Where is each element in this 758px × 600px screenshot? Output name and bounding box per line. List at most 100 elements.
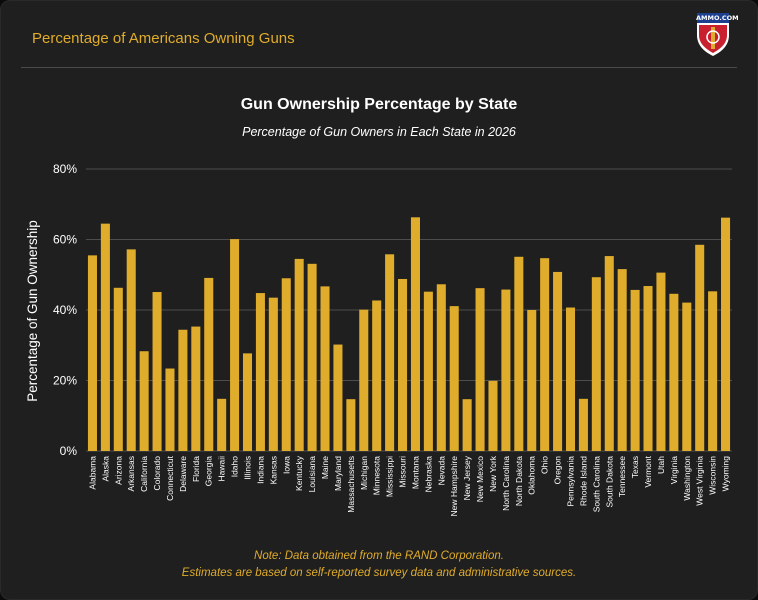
bar-missouri xyxy=(398,278,408,451)
bar-tennessee xyxy=(617,269,627,451)
x-tick-label: Colorado xyxy=(152,456,162,491)
bars xyxy=(87,217,731,451)
x-tick-label: Georgia xyxy=(204,456,214,487)
bar-west-virginia xyxy=(695,244,705,451)
ammo-logo: AMMO.COM xyxy=(696,13,739,57)
x-tick-label: Kansas xyxy=(268,456,278,484)
y-axis-ticks: 0% 20% 40% 60% 80% xyxy=(53,162,77,458)
x-tick-label: Illinois xyxy=(243,456,253,480)
x-tick-label: North Carolina xyxy=(501,456,511,511)
bar-oklahoma xyxy=(527,310,537,451)
bar-illinois xyxy=(242,353,253,451)
y-tick-label: 60% xyxy=(53,233,77,247)
bar-georgia xyxy=(204,277,214,451)
x-tick-label: Tennessee xyxy=(617,456,627,497)
bar-montana xyxy=(410,217,420,451)
bar-louisiana xyxy=(307,263,317,451)
bar-delaware xyxy=(178,329,188,451)
x-tick-label: Oregon xyxy=(553,456,563,485)
bar-minnesota xyxy=(372,300,382,451)
x-tick-label: California xyxy=(139,456,149,492)
x-tick-label: Oklahoma xyxy=(527,456,537,495)
x-tick-label: Vermont xyxy=(643,455,653,487)
x-tick-label: North Dakota xyxy=(514,456,524,506)
bar-nebraska xyxy=(423,291,433,451)
bar-kentucky xyxy=(294,258,304,451)
x-tick-label: Massachusetts xyxy=(346,456,356,513)
bar-north-dakota xyxy=(514,256,524,451)
x-tick-label: Iowa xyxy=(281,456,291,474)
bar-virginia xyxy=(669,293,679,451)
bar-ohio xyxy=(540,258,550,451)
x-tick-label: Washington xyxy=(682,456,692,501)
bar-michigan xyxy=(359,309,369,451)
bar-connecticut xyxy=(165,368,175,451)
bar-california xyxy=(139,351,149,451)
bar-pennsylvania xyxy=(565,307,576,451)
x-tick-label: Wyoming xyxy=(721,456,731,492)
bar-colorado xyxy=(152,292,162,451)
x-tick-label: Florida xyxy=(191,456,201,482)
x-tick-label: Minnesota xyxy=(372,456,382,495)
header-divider xyxy=(21,67,737,68)
bar-south-carolina xyxy=(591,277,601,451)
bar-wyoming xyxy=(721,217,731,451)
bar-washington xyxy=(682,302,692,451)
x-tick-label: Texas xyxy=(630,456,640,478)
bar-oregon xyxy=(553,271,563,451)
x-tick-label: West Virginia xyxy=(695,456,705,506)
bar-florida xyxy=(191,326,201,451)
bar-new-york xyxy=(488,380,498,451)
y-tick-label: 40% xyxy=(53,303,77,317)
x-tick-label: Utah xyxy=(656,456,666,474)
x-tick-label: Missouri xyxy=(398,456,408,488)
bar-indiana xyxy=(255,293,265,451)
x-tick-label: New Hampshire xyxy=(449,456,459,517)
y-tick-label: 0% xyxy=(60,444,78,458)
x-tick-label: Idaho xyxy=(230,456,240,478)
bar-new-mexico xyxy=(475,288,485,451)
x-tick-label: Indiana xyxy=(255,456,265,484)
bar-maine xyxy=(320,286,330,451)
note-line-2: Estimates are based on self-reported sur… xyxy=(182,567,576,579)
x-tick-label: Ohio xyxy=(540,456,550,474)
x-tick-label: Kentucky xyxy=(294,455,304,491)
header-title: Percentage of Americans Owning Guns xyxy=(32,30,295,47)
x-tick-label: South Dakota xyxy=(604,456,614,508)
x-tick-label: Nebraska xyxy=(423,456,433,493)
bar-alaska xyxy=(100,223,110,451)
x-tick-label: Alaska xyxy=(100,456,110,482)
bar-rhode-island xyxy=(578,398,588,451)
bar-nevada xyxy=(436,284,446,451)
y-axis-label: Percentage of Gun Ownership xyxy=(25,220,40,402)
bar-new-hampshire xyxy=(449,306,459,451)
x-tick-label: Hawaii xyxy=(217,456,227,482)
bar-south-dakota xyxy=(604,256,614,451)
x-tick-label: Nevada xyxy=(436,456,446,486)
x-tick-label: New Mexico xyxy=(475,456,485,503)
bar-kansas xyxy=(268,297,278,451)
x-tick-label: New Jersey xyxy=(462,455,472,500)
x-tick-label: Wisconsin xyxy=(708,456,718,495)
bar-utah xyxy=(656,272,666,451)
x-tick-label: Mississippi xyxy=(385,456,395,497)
x-tick-label: Montana xyxy=(410,456,420,489)
x-tick-label: Rhode Island xyxy=(578,456,588,506)
bar-hawaii xyxy=(217,398,227,451)
x-axis-labels: Alabama Alaska Arizona Arkansas California Co… xyxy=(87,455,730,516)
chart-subtitle: Percentage of Gun Owners in Each State i… xyxy=(242,125,516,139)
x-tick-label: Connecticut xyxy=(165,455,175,501)
y-tick-label: 20% xyxy=(53,374,77,388)
bar-maryland xyxy=(333,344,343,451)
x-tick-label: Maine xyxy=(320,456,330,479)
note-line-1: Note: Data obtained from the RAND Corpor… xyxy=(254,550,504,562)
x-tick-label: Virginia xyxy=(669,456,679,484)
bar-texas xyxy=(630,289,640,451)
bar-mississippi xyxy=(385,254,395,451)
x-tick-label: New York xyxy=(488,455,498,492)
x-tick-label: Arizona xyxy=(113,456,123,485)
bar-idaho xyxy=(230,239,240,451)
bar-alabama xyxy=(87,255,97,451)
bar-massachusetts xyxy=(346,399,356,451)
